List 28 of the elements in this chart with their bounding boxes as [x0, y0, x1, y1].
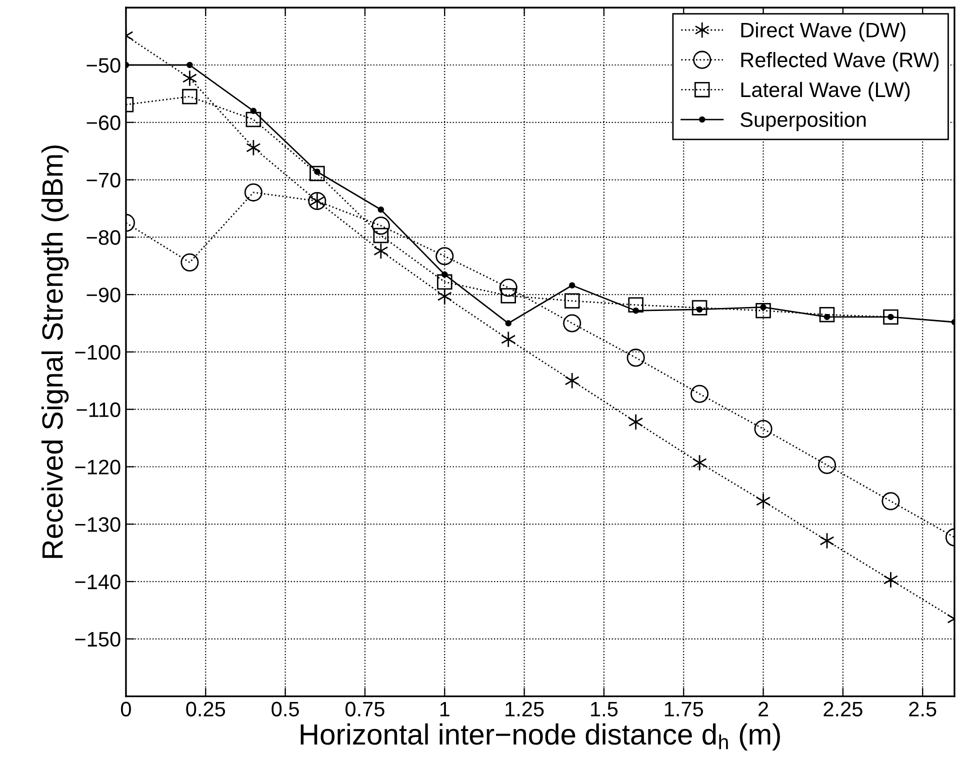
y-tick-label: −130 — [75, 517, 120, 532]
x-tick-label: 0 — [120, 702, 131, 716]
y-tick-label: −150 — [75, 632, 120, 647]
y-tick-label: −100 — [75, 344, 120, 360]
y-tick-label: −140 — [75, 574, 120, 590]
y-tick-label: −50 — [86, 58, 120, 73]
y-tick-label: −120 — [75, 460, 120, 474]
x-tick-label: 1 — [440, 702, 450, 716]
x-tick-label: 0.75 — [346, 702, 384, 716]
x-axis-title: Horizontal inter−node distance d$_{h}$ (m) — [300, 723, 780, 751]
legend-label: Reflected Wave (RW) — [741, 52, 939, 72]
y-tick-label: −70 — [86, 172, 120, 188]
x-tick-label: 2.5 — [909, 702, 936, 716]
x-tick-label: 2.25 — [824, 702, 862, 716]
x-tick-label: 0.25 — [186, 702, 226, 716]
x-tick-label: 1.5 — [591, 702, 618, 716]
legend-label: Superposition — [740, 112, 866, 132]
y-tick-label: −80 — [86, 230, 120, 245]
x-tick-label: 1.25 — [506, 702, 544, 716]
y-axis-title: Received Signal Strength (dBm) — [41, 145, 69, 558]
x-tick-label: 1.75 — [664, 702, 704, 716]
y-tick-label: −60 — [86, 115, 120, 130]
x-tick-label: 0.5 — [272, 702, 299, 716]
x-tick-label: 2 — [758, 702, 768, 716]
y-tick-label: −90 — [86, 288, 120, 302]
legend-label: Lateral Wave (LW) — [741, 82, 910, 102]
legend-label: Direct Wave (DW) — [741, 22, 906, 42]
y-tick-label: −110 — [76, 402, 120, 418]
